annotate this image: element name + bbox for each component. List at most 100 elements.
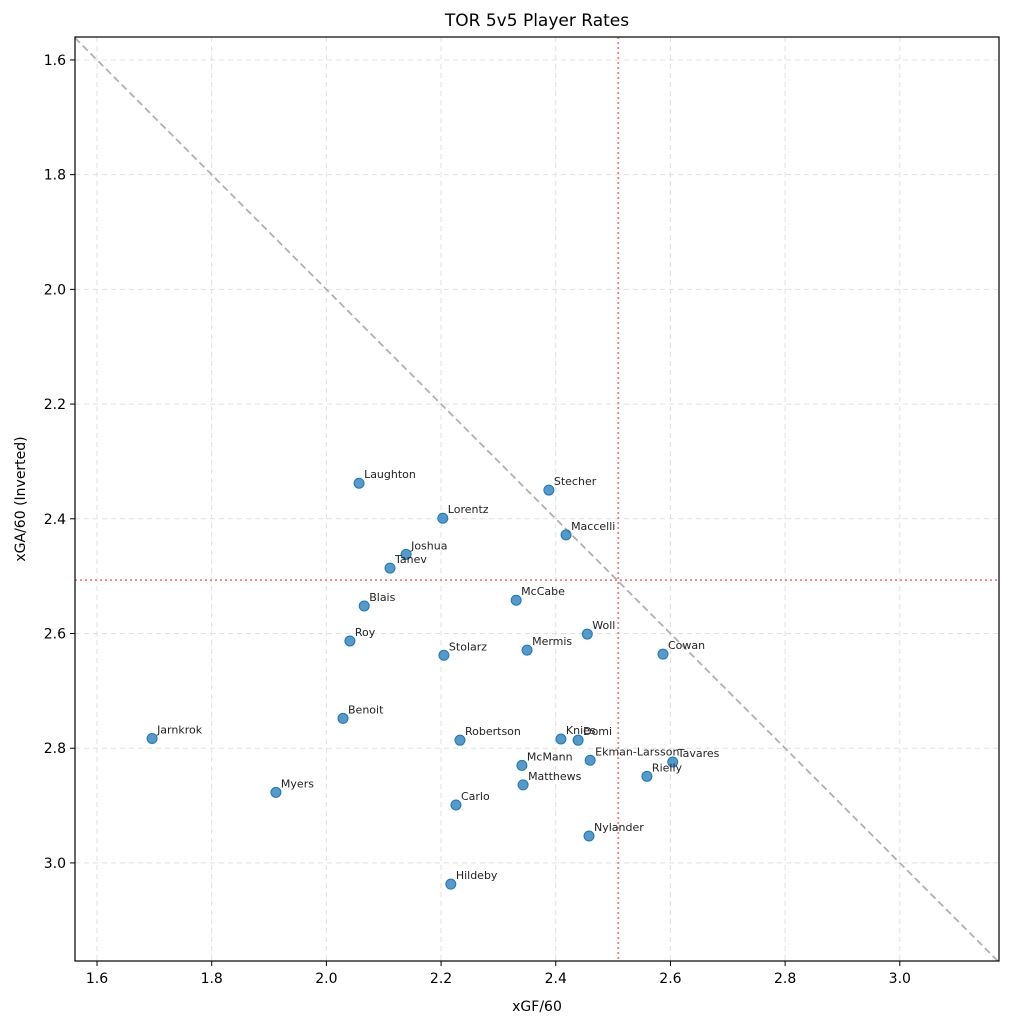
point-label: Mermis <box>532 635 572 648</box>
point-marker <box>572 734 584 746</box>
point-marker <box>400 548 412 560</box>
point-marker <box>384 562 396 574</box>
point-marker <box>560 529 572 541</box>
point-label: Stecher <box>554 475 597 488</box>
point-marker <box>146 732 158 744</box>
point-marker <box>438 649 450 661</box>
point-label: Blais <box>369 591 395 604</box>
point-marker <box>516 759 528 771</box>
data-point: Cowan <box>657 639 705 660</box>
point-marker <box>450 799 462 811</box>
y-axis-label: xGA/60 (Inverted) <box>13 436 29 561</box>
point-label: Jarnkrok <box>156 723 203 736</box>
point-marker <box>510 594 522 606</box>
data-point: Domi <box>572 725 612 746</box>
point-label: Knies <box>566 724 596 737</box>
reference-lines <box>74 37 999 962</box>
y-tick-label: 3.0 <box>44 856 66 872</box>
y-tick-label: 2.8 <box>44 741 66 757</box>
x-axis-label: xGF/60 <box>512 999 562 1015</box>
data-point: Stecher <box>543 475 597 496</box>
point-label: Domi <box>583 725 612 738</box>
y-tick-label: 2.6 <box>44 626 66 642</box>
data-point: Matthews <box>517 770 582 791</box>
point-label: Woll <box>592 619 615 632</box>
data-point: Jarnkrok <box>146 723 203 744</box>
data-point: Benoit <box>337 703 384 724</box>
point-label: McCabe <box>521 585 565 598</box>
point-label: Benoit <box>348 703 384 716</box>
x-tick-label: 2.2 <box>430 971 452 987</box>
diagonal-reference-line <box>74 37 999 962</box>
data-point: Carlo <box>450 790 490 811</box>
data-point: McCabe <box>510 585 565 606</box>
point-marker <box>521 644 533 656</box>
data-point: Laughton <box>353 468 416 489</box>
data-point: Myers <box>270 777 314 798</box>
data-point: McMann <box>516 750 573 771</box>
data-point: Stolarz <box>438 640 487 661</box>
point-marker <box>641 770 653 782</box>
point-label: Nylander <box>594 821 644 834</box>
point-label: Rielly <box>652 761 683 774</box>
x-tick-label: 2.4 <box>545 971 567 987</box>
point-label: McMann <box>527 750 573 763</box>
grid-lines <box>75 37 999 961</box>
point-label: Cowan <box>668 639 705 652</box>
y-tick-label: 2.4 <box>44 512 66 528</box>
data-point: Blais <box>358 591 396 612</box>
point-marker <box>437 512 449 524</box>
point-marker <box>517 779 529 791</box>
point-label: Stolarz <box>449 640 487 653</box>
point-marker <box>270 786 282 798</box>
data-point: Tavares <box>667 747 720 768</box>
point-label: Lorentz <box>448 503 489 516</box>
data-point: Rielly <box>641 761 683 782</box>
point-label: Ekman-Larsson <box>595 745 679 758</box>
point-label: Carlo <box>461 790 490 803</box>
x-tick-label: 1.8 <box>201 971 223 987</box>
data-point: Ekman-Larsson <box>584 745 679 766</box>
point-marker <box>344 635 356 647</box>
point-marker <box>353 477 365 489</box>
point-label: Tavares <box>677 747 720 760</box>
data-point: Lorentz <box>437 503 489 524</box>
point-marker <box>543 484 555 496</box>
point-label: Hildeby <box>456 869 498 882</box>
data-point: Nylander <box>583 821 644 842</box>
point-marker <box>445 878 457 890</box>
data-point: Mermis <box>521 635 572 656</box>
data-point: Hildeby <box>445 869 498 890</box>
point-label: Roy <box>355 626 376 639</box>
point-label: Myers <box>281 777 314 790</box>
y-tick-label: 2.0 <box>44 282 66 298</box>
point-label: Laughton <box>364 468 416 481</box>
data-point: Woll <box>581 619 615 640</box>
y-tick-label: 1.8 <box>44 168 66 184</box>
point-label: Joshua <box>410 539 447 552</box>
point-label: Maccelli <box>571 520 615 533</box>
x-tick-label: 1.6 <box>86 971 108 987</box>
point-marker <box>555 733 567 745</box>
point-label: Tanev <box>394 553 427 566</box>
point-marker <box>358 600 370 612</box>
point-marker <box>581 628 593 640</box>
data-point: Knies <box>555 724 596 745</box>
x-tick-label: 3.0 <box>889 971 911 987</box>
chart-title: TOR 5v5 Player Rates <box>444 11 629 31</box>
y-axis-ticks: 1.6 1.8 2.0 2.2 2.4 2.6 2.8 3.0 <box>44 53 75 872</box>
x-axis-ticks: 1.6 1.8 2.0 2.2 2.4 2.6 2.8 3.0 <box>86 961 911 987</box>
data-point: Maccelli <box>560 520 615 541</box>
point-marker <box>454 734 466 746</box>
data-points: Laughton Stecher Lorentz Maccelli JoshuaTane… <box>146 468 720 890</box>
point-marker <box>657 648 669 660</box>
plot-area-frame <box>74 36 1000 962</box>
point-label: Matthews <box>528 770 582 783</box>
data-point: Joshua <box>400 539 447 560</box>
data-point: Tanev <box>384 553 427 574</box>
x-tick-label: 2.8 <box>774 971 796 987</box>
y-tick-label: 1.6 <box>44 53 66 69</box>
x-tick-label: 2.0 <box>315 971 337 987</box>
x-tick-label: 2.6 <box>659 971 681 987</box>
